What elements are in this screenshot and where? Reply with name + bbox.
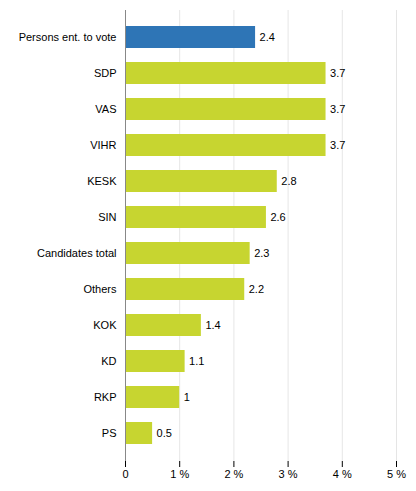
svg-text:3.7: 3.7: [330, 67, 345, 79]
svg-text:5 %: 5 %: [387, 468, 406, 480]
svg-text:3.7: 3.7: [330, 139, 345, 151]
svg-text:VAS: VAS: [95, 103, 116, 115]
svg-text:Candidates total: Candidates total: [37, 247, 117, 259]
svg-text:SDP: SDP: [94, 67, 117, 79]
svg-text:0.5: 0.5: [157, 427, 172, 439]
svg-text:1.1: 1.1: [189, 355, 204, 367]
svg-text:2.4: 2.4: [260, 31, 275, 43]
svg-text:2.8: 2.8: [281, 175, 296, 187]
svg-text:0: 0: [122, 468, 128, 480]
svg-text:VIHR: VIHR: [90, 139, 116, 151]
svg-text:4 %: 4 %: [333, 468, 352, 480]
svg-text:RKP: RKP: [94, 391, 117, 403]
svg-text:3 %: 3 %: [279, 468, 298, 480]
svg-text:KD: KD: [101, 355, 116, 367]
svg-text:Persons ent. to vote: Persons ent. to vote: [19, 31, 117, 43]
svg-text:3.7: 3.7: [330, 103, 345, 115]
svg-text:SIN: SIN: [98, 211, 116, 223]
svg-text:1 %: 1 %: [170, 468, 189, 480]
svg-text:2.6: 2.6: [270, 211, 285, 223]
svg-text:1.4: 1.4: [205, 319, 220, 331]
svg-text:2.3: 2.3: [254, 247, 269, 259]
svg-text:KESK: KESK: [87, 175, 117, 187]
svg-text:PS: PS: [102, 427, 117, 439]
svg-text:2 %: 2 %: [224, 468, 243, 480]
svg-text:Others: Others: [83, 283, 117, 295]
svg-text:2.2: 2.2: [249, 283, 264, 295]
svg-text:1: 1: [184, 391, 190, 403]
svg-text:KOK: KOK: [93, 319, 117, 331]
